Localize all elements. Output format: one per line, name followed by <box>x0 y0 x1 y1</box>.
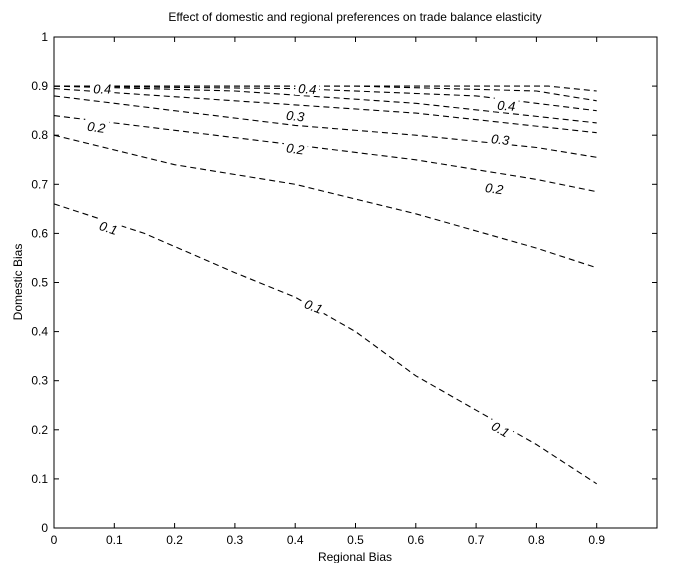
y-tick-label: 0.4 <box>31 325 48 339</box>
contour-label: 0.4 <box>497 98 516 114</box>
y-tick-label: 0.3 <box>31 374 48 388</box>
contour-label: 0.2 <box>484 180 505 197</box>
contour-label: 0.1 <box>98 218 120 238</box>
chart-title: Effect of domestic and regional preferen… <box>168 10 541 24</box>
tick-marks <box>53 36 657 529</box>
y-tick-labels: 0 0.1 0.2 0.3 0.4 0.5 0.6 0.7 0.8 0.9 1 <box>31 30 48 535</box>
contour-line <box>53 85 597 112</box>
contour-line <box>53 203 598 485</box>
contour-line <box>53 95 597 158</box>
x-tick-label: 0.9 <box>588 533 605 547</box>
x-tick-label: 0.3 <box>227 533 244 547</box>
contour-line <box>54 85 597 92</box>
contour-label: 0.4 <box>93 82 111 97</box>
contour-label-bg <box>487 130 513 148</box>
y-tick-label: 0.1 <box>31 472 48 486</box>
contour-label-bg <box>95 217 123 238</box>
x-tick-label: 0.8 <box>528 533 545 547</box>
contour-line <box>53 115 597 193</box>
contour-label: 0.4 <box>298 81 317 97</box>
y-tick-label: 0.6 <box>31 226 48 240</box>
contour-label-bg <box>493 97 519 114</box>
y-tick-label: 1 <box>41 30 48 44</box>
plot-frame <box>53 36 658 529</box>
contour-line <box>53 85 597 124</box>
contour-label-bg <box>299 295 328 318</box>
x-tick-labels: 0 0.1 0.2 0.3 0.4 0.5 0.6 0.7 0.8 0.9 <box>51 533 606 547</box>
contour-label-bg <box>83 118 110 136</box>
contour-label: 0.2 <box>285 140 306 157</box>
x-tick-label: 0 <box>51 533 58 547</box>
x-axis-label: Regional Bias <box>318 550 392 563</box>
contour-label: 0.2 <box>86 119 107 136</box>
contour-label-bg <box>486 416 515 441</box>
x-tick-label: 0.7 <box>468 533 485 547</box>
contour-lines <box>53 85 598 485</box>
contour-label-bg <box>294 80 320 97</box>
x-tick-label: 0.5 <box>347 533 364 547</box>
contour-label: 0.3 <box>490 131 510 148</box>
contour-label-bg <box>282 139 309 158</box>
contour-label-bg <box>282 107 308 124</box>
x-tick-label: 0.6 <box>407 533 424 547</box>
contour-label-bg <box>90 81 115 96</box>
contour-line <box>53 88 597 134</box>
y-tick-label: 0.9 <box>31 79 48 93</box>
x-tick-label: 0.1 <box>106 533 123 547</box>
contour-line <box>53 134 597 269</box>
y-tick-label: 0.2 <box>31 423 48 437</box>
y-tick-label: 0 <box>41 521 48 535</box>
contour-labels: 0.10.10.10.20.20.20.30.30.40.40.30.4 <box>83 80 519 441</box>
x-tick-label: 0.4 <box>287 533 304 547</box>
y-tick-label: 0.5 <box>31 276 48 290</box>
contour-label: 0.3 <box>285 108 305 125</box>
y-axis-label: Domestic Bias <box>11 244 25 321</box>
contour-label: 0.1 <box>302 296 324 317</box>
y-tick-label: 0.7 <box>31 177 48 191</box>
contour-label-bg <box>481 179 508 197</box>
x-tick-label: 0.2 <box>166 533 183 547</box>
y-tick-label: 0.8 <box>31 128 48 142</box>
